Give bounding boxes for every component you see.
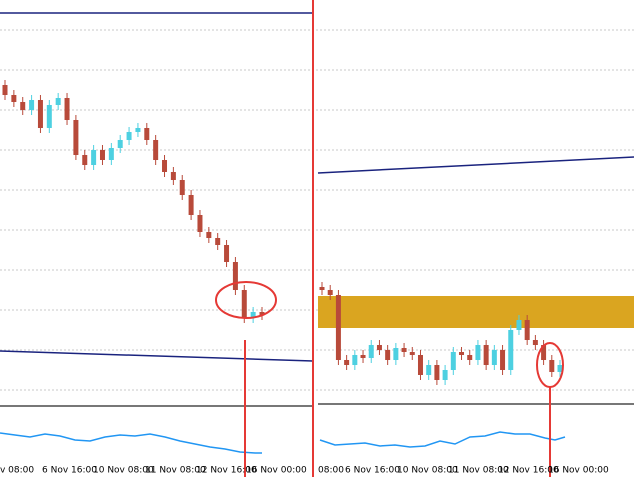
candle-body [475,345,481,360]
time-label: 10 Nov 08:00 [397,466,458,476]
time-label: v 08:00 [0,466,34,476]
time-label: 16 Nov 00:00 [246,466,307,476]
candle-body [467,355,473,360]
candle-body [29,100,35,110]
candle-body [117,140,123,148]
time-label: 12 Nov 16:00 [498,466,559,476]
candles [2,80,563,385]
candle-body [508,330,514,370]
candle-body [232,262,238,290]
candle-body [179,180,185,195]
candle-body [153,140,159,160]
candle-body [144,128,150,140]
candle-body [188,195,194,215]
candle-body [215,238,221,245]
candle-body [241,290,247,318]
candle-body [344,360,350,365]
candle-body [197,215,203,232]
candle-body [459,352,465,355]
candle-body [250,312,256,318]
time-label: 11 Nov 08:00 [145,466,206,476]
candle-body [20,102,26,110]
candle-body [442,370,448,380]
candle-body [55,98,61,105]
candle-body [170,172,176,180]
candle-body [352,355,358,365]
candle-body [393,348,399,360]
candle-body [557,365,563,372]
candle-body [91,150,97,165]
time-label: 10 Nov 08:00 [93,466,154,476]
candle-body [135,128,141,132]
candle-body [126,132,132,140]
supply-zone [318,296,634,328]
candle-body [327,290,333,295]
candle-body [108,148,114,160]
candle-body [376,345,382,350]
candle-body [99,150,105,160]
candle-body [549,360,555,372]
candle-body [162,160,168,172]
candle-body [401,348,407,352]
candle-body [500,350,506,370]
indicator-line [319,431,566,448]
trend-line [317,156,634,174]
candle-body [360,355,366,358]
candle-body [532,340,538,345]
candle-body [385,350,391,360]
candle-body [37,100,43,128]
candle-body [319,287,325,290]
time-label: 12 Nov 16:00 [196,466,257,476]
candle-body [224,245,230,262]
candle-body [64,98,70,120]
trend-line [0,350,314,362]
candle-body [426,365,432,375]
indicator-line [0,432,262,454]
candle-body [82,155,88,165]
candle-body [483,345,489,365]
highlight-circle [215,281,277,319]
candle-body [2,85,8,95]
time-label: 6 Nov 16:00 [345,466,400,476]
candle-body [46,105,52,128]
candle-body [450,352,456,370]
time-label: 6 Nov 16:00 [42,466,97,476]
candle-body [524,320,530,340]
candle-body [516,320,522,330]
candle-body [541,345,547,360]
candle-body [417,355,423,375]
candle-body [409,352,415,355]
candle-body [73,120,79,155]
candle-body [11,95,17,102]
time-label: 16 Nov 00:00 [548,466,609,476]
candle-body [259,312,265,315]
grid [0,29,634,391]
candle-body [368,345,374,358]
time-label: 11 Nov 08:00 [448,466,509,476]
candle-body [434,365,440,380]
candle-body [335,295,341,360]
candle-body [206,232,212,238]
time-label: 08:00 [318,466,344,476]
candle-body [491,350,497,365]
